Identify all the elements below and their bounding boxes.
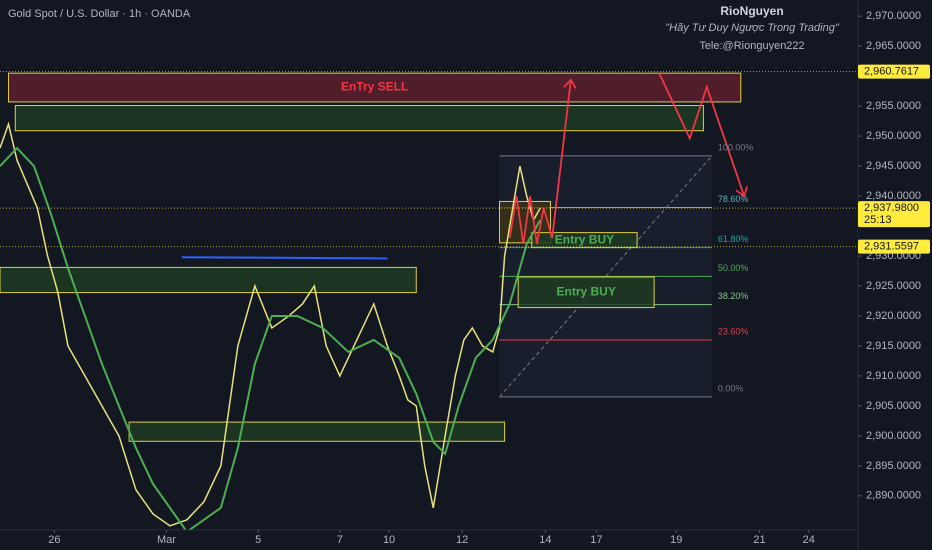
- y-tick-label: 2,915.0000: [866, 340, 921, 352]
- zone: [517, 276, 655, 309]
- zone: [0, 266, 417, 294]
- fib-label: 61.80%: [718, 234, 749, 244]
- y-tick-label: 2,965.0000: [866, 40, 921, 52]
- contact: Tele:@Rionguyen222: [699, 40, 804, 52]
- fib-label: 100.00%: [718, 142, 754, 152]
- zone: [14, 105, 704, 132]
- y-tick-label: 2,940.0000: [866, 190, 921, 202]
- x-tick-label: 12: [456, 534, 468, 546]
- x-tick-label: 10: [383, 534, 395, 546]
- y-tick-label: 2,900.0000: [866, 430, 921, 442]
- fib-label: 50.00%: [718, 263, 749, 273]
- plot: EnTry SELL Entry BUY Entry BUY: [0, 72, 748, 530]
- price-label-bg: [858, 64, 930, 79]
- fib-label: 38.20%: [718, 291, 749, 301]
- y-tick-label: 2,910.0000: [866, 370, 921, 382]
- projection: [508, 79, 572, 245]
- x-tick-label: 26: [48, 534, 60, 546]
- fib-label: 78.60%: [718, 194, 749, 204]
- fib-label: 0.00%: [718, 383, 744, 393]
- price-label-bg: [858, 201, 930, 228]
- y-tick-label: 2,925.0000: [866, 280, 921, 292]
- y-tick-label: 2,970.0000: [866, 10, 921, 22]
- x-tick-label: 24: [803, 534, 815, 546]
- zone-label: Entry BUY: [556, 284, 615, 298]
- zone: [7, 72, 742, 103]
- arrowhead: [563, 78, 577, 89]
- quote: "Hãy Tư Duy Ngược Trong Trading": [665, 22, 840, 34]
- price-label: 2,931.5597: [864, 241, 919, 253]
- arrowhead: [735, 186, 748, 198]
- series-line: [0, 121, 541, 527]
- y-tick-label: 2,955.0000: [866, 100, 921, 112]
- y-tick-label: 2,950.0000: [866, 130, 921, 142]
- zone-label: EnTry SELL: [341, 80, 408, 94]
- author: RioNguyen: [720, 4, 783, 18]
- x-tick-label: 17: [590, 534, 602, 546]
- projection: [658, 72, 746, 197]
- x-tick-label: 21: [753, 534, 765, 546]
- price-label: 2,937.9800: [864, 202, 919, 214]
- y-tick-label: 2,905.0000: [866, 400, 921, 412]
- x-tick-label: 7: [337, 534, 343, 546]
- price-label: 2,960.7617: [864, 65, 919, 77]
- price-timer: 25:13: [864, 214, 892, 226]
- x-tick-label: 14: [539, 534, 551, 546]
- y-tick-label: 2,920.0000: [866, 310, 921, 322]
- series-line: [0, 146, 542, 530]
- x-tick-label: 19: [670, 534, 682, 546]
- fib-label: 23.60%: [718, 326, 749, 336]
- y-tick-label: 2,890.0000: [866, 490, 921, 502]
- x-tick-label: Mar: [157, 534, 176, 546]
- zone-label: Entry BUY: [555, 232, 614, 246]
- fib-diagonal: [499, 155, 713, 398]
- chart-title: Gold Spot / U.S. Dollar · 1h · OANDA: [8, 8, 191, 20]
- x-tick-label: 5: [255, 534, 261, 546]
- zone: [531, 232, 638, 249]
- price-label-bg: [858, 239, 930, 254]
- y-tick-label: 2,895.0000: [866, 460, 921, 472]
- y-tick-label: 2,945.0000: [866, 160, 921, 172]
- trendline: [181, 256, 388, 260]
- zone: [128, 421, 506, 442]
